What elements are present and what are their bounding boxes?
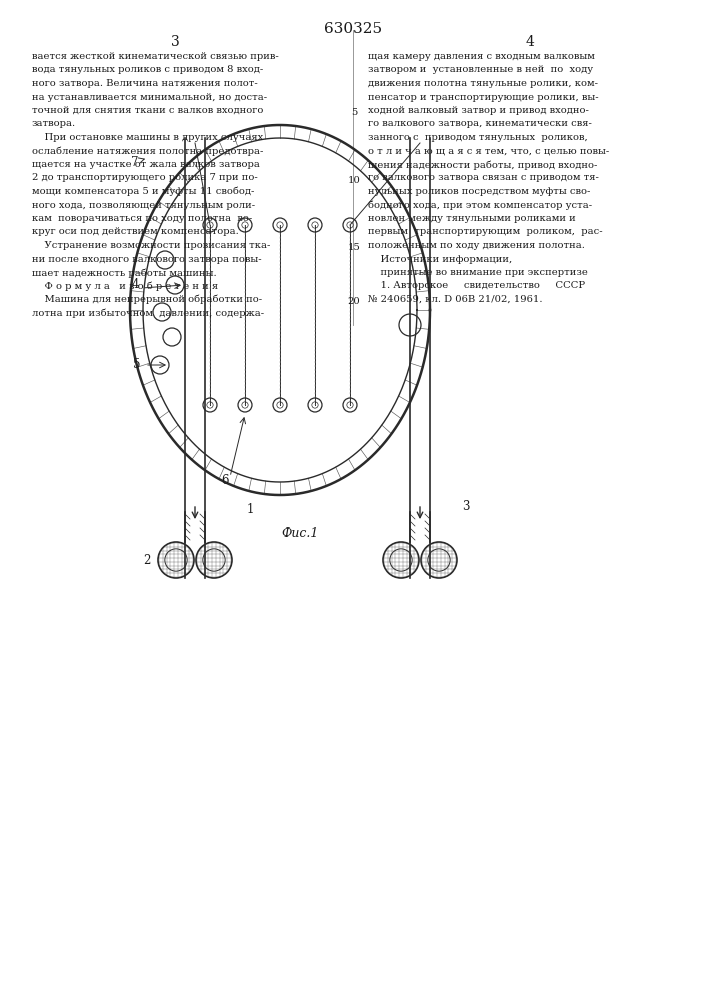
- Text: ни после входного валкового затвора повы-: ни после входного валкового затвора повы…: [32, 254, 262, 263]
- Text: 4: 4: [525, 35, 534, 49]
- Text: о т л и ч а ю щ а я с я тем, что, с целью повы-: о т л и ч а ю щ а я с я тем, что, с цель…: [368, 146, 609, 155]
- Text: движения полотна тянульные ролики, ком-: движения полотна тянульные ролики, ком-: [368, 79, 598, 88]
- Text: на устанавливается минимальной, но доста-: на устанавливается минимальной, но доста…: [32, 93, 267, 102]
- Text: щается на участке от жала валков затвора: щается на участке от жала валков затвора: [32, 160, 260, 169]
- Text: 20: 20: [348, 297, 361, 306]
- Text: 5: 5: [351, 108, 357, 117]
- Text: го валкового затвора связан с приводом тя-: го валкового затвора связан с приводом т…: [368, 174, 599, 182]
- Text: Устранение возможности провисания тка-: Устранение возможности провисания тка-: [32, 241, 270, 250]
- Text: нульных роликов посредством муфты сво-: нульных роликов посредством муфты сво-: [368, 187, 590, 196]
- Text: 3: 3: [462, 500, 469, 514]
- Text: лотна при избыточном  давлении, содержа-: лотна при избыточном давлении, содержа-: [32, 308, 264, 318]
- Text: вается жесткой кинематической связью прив-: вается жесткой кинематической связью при…: [32, 52, 279, 61]
- Text: 3: 3: [170, 35, 180, 49]
- Text: затвором и  установленные в ней  по  ходу: затвором и установленные в ней по ходу: [368, 66, 593, 75]
- Text: Источники информации,: Источники информации,: [368, 254, 513, 263]
- Text: шает надежность работы машины.: шает надежность работы машины.: [32, 268, 216, 277]
- Text: 7: 7: [131, 156, 138, 169]
- Text: ного затвора. Величина натяжения полот-: ного затвора. Величина натяжения полот-: [32, 79, 258, 88]
- Text: затвора.: затвора.: [32, 119, 76, 128]
- Text: новлен между тянульными роликами и: новлен между тянульными роликами и: [368, 214, 575, 223]
- Text: точной для снятия ткани с валков входного: точной для снятия ткани с валков входног…: [32, 106, 264, 115]
- Text: Ф о р м у л а   и з о б р е т е н и я: Ф о р м у л а и з о б р е т е н и я: [32, 282, 218, 291]
- Text: положенным по ходу движения полотна.: положенным по ходу движения полотна.: [368, 241, 585, 250]
- Text: круг оси под действием компенсатора.: круг оси под действием компенсатора.: [32, 228, 239, 236]
- Text: первым  транспортирующим  роликом,  рас-: первым транспортирующим роликом, рас-: [368, 228, 602, 236]
- Text: пенсатор и транспортирующие ролики, вы-: пенсатор и транспортирующие ролики, вы-: [368, 93, 599, 102]
- Text: занного с  приводом тянульных  роликов,: занного с приводом тянульных роликов,: [368, 133, 588, 142]
- Text: 4: 4: [132, 278, 139, 292]
- Text: Машина для непрерывной обработки по-: Машина для непрерывной обработки по-: [32, 295, 262, 304]
- Text: 1. Авторское     свидетельство     СССР: 1. Авторское свидетельство СССР: [368, 282, 585, 290]
- Text: 1: 1: [246, 503, 254, 516]
- Text: кам  поворачиваться по ходу полотна  во-: кам поворачиваться по ходу полотна во-: [32, 214, 252, 223]
- Text: 2 до транспортирующего ролика 7 при по-: 2 до транспортирующего ролика 7 при по-: [32, 174, 258, 182]
- Text: 15: 15: [348, 243, 361, 252]
- Text: 5: 5: [133, 359, 141, 371]
- Text: 630325: 630325: [324, 22, 382, 36]
- Text: мощи компенсатора 5 и муфты 11 свобод-: мощи компенсатора 5 и муфты 11 свобод-: [32, 187, 255, 196]
- Text: 10: 10: [348, 176, 361, 185]
- Text: 2: 2: [144, 554, 151, 566]
- Text: бодного хода, при этом компенсатор уста-: бодного хода, при этом компенсатор уста-: [368, 200, 592, 210]
- Text: ослабление натяжения полотна предотвра-: ослабление натяжения полотна предотвра-: [32, 146, 264, 156]
- Text: 6: 6: [221, 474, 229, 487]
- Text: щая камеру давления с входным валковым: щая камеру давления с входным валковым: [368, 52, 595, 61]
- Text: ного хода, позволяющей тянульным роли-: ного хода, позволяющей тянульным роли-: [32, 200, 255, 210]
- Text: шения надежности работы, привод входно-: шения надежности работы, привод входно-: [368, 160, 597, 169]
- Text: го валкового затвора, кинематически свя-: го валкового затвора, кинематически свя-: [368, 119, 592, 128]
- Text: При остановке машины в других случаях: При остановке машины в других случаях: [32, 133, 263, 142]
- Text: Фис.1: Фис.1: [281, 527, 319, 540]
- Text: ходной валковый затвор и привод входно-: ходной валковый затвор и привод входно-: [368, 106, 589, 115]
- Text: вода тянульных роликов с приводом 8 вход-: вода тянульных роликов с приводом 8 вход…: [32, 66, 263, 75]
- Text: принятые во внимание при экспертизе: принятые во внимание при экспертизе: [368, 268, 588, 277]
- Text: № 240659, кл. D 06В 21/02, 1961.: № 240659, кл. D 06В 21/02, 1961.: [368, 295, 542, 304]
